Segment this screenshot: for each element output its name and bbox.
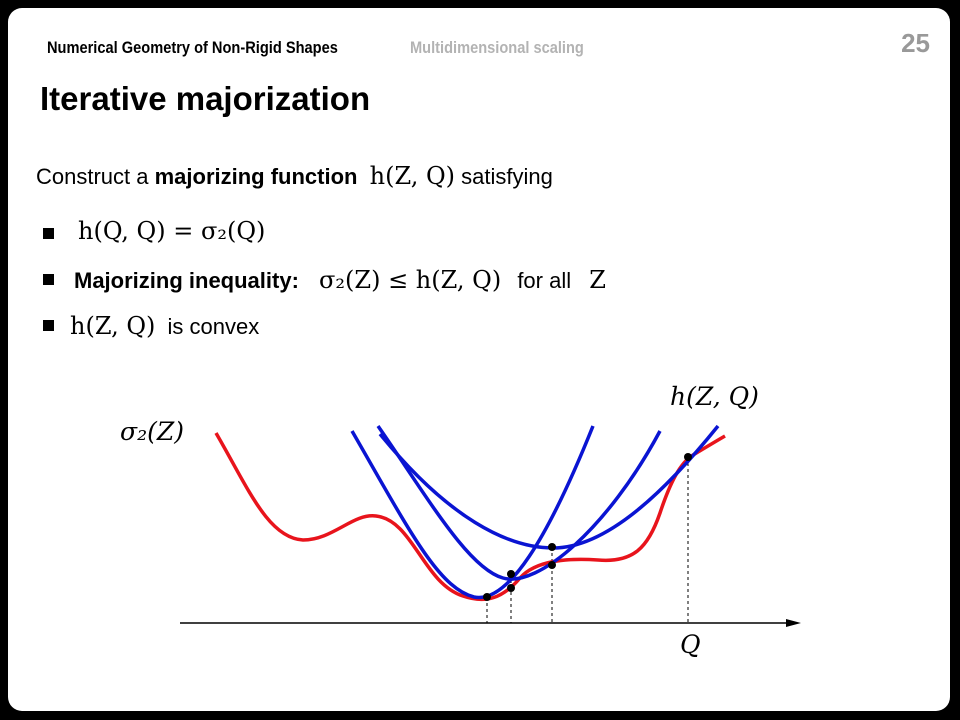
header-topic: Multidimensional scaling — [410, 38, 584, 57]
iterate-point — [684, 453, 692, 461]
axis-q-label: Q — [680, 630, 701, 659]
bullet-3-text: is convex — [167, 314, 260, 339]
majorizer-curve — [378, 424, 720, 550]
bullet-marker — [43, 228, 54, 239]
page-number: 25 — [901, 28, 930, 58]
bullet-2-bold: Majorizing inequality: — [74, 268, 299, 293]
bullet-marker — [43, 320, 54, 331]
majorizer-label: h(Z, Q) — [670, 382, 759, 411]
header-course-title: Numerical Geometry of Non-Rigid Shapes — [47, 38, 338, 57]
iterate-point — [548, 561, 556, 569]
intro-prefix: Construct a — [36, 164, 155, 189]
iterate-point — [483, 593, 491, 601]
iterate-point — [507, 570, 515, 578]
bullet-1: h(Q, Q) = σ₂(Q) — [78, 217, 265, 245]
bullet-3-math: h(Z, Q) — [70, 312, 156, 340]
iterate-point — [507, 584, 515, 592]
bullet-1-math: h(Q, Q) = σ₂(Q) — [78, 217, 266, 245]
majorization-figure: σ₂(Z) h(Z, Q) Q — [120, 382, 801, 659]
stress-curve — [214, 432, 726, 602]
majorizer-curve — [350, 425, 595, 600]
stress-label: σ₂(Z) — [120, 417, 184, 446]
intro-math: h(Z, Q) — [369, 162, 455, 190]
majorizer-curve — [376, 425, 662, 581]
axis-arrowhead — [786, 619, 801, 627]
intro-bold-term: majorizing function — [154, 164, 358, 189]
intro-suffix: satisfying — [461, 164, 553, 189]
bullet-2-text: for all — [517, 268, 572, 293]
bullet-2-math2: Z — [589, 266, 606, 294]
bullet-2: Majorizing inequality: σ₂(Z) ≤ h(Z, Q) f… — [74, 266, 606, 294]
bullet-3: h(Z, Q) is convex — [70, 312, 259, 340]
iterate-point — [548, 543, 556, 551]
slide: Numerical Geometry of Non-Rigid Shapes M… — [8, 8, 950, 711]
bullet-marker — [43, 274, 54, 285]
bullet-2-math: σ₂(Z) ≤ h(Z, Q) — [319, 266, 502, 294]
slide-title: Iterative majorization — [40, 80, 371, 117]
intro-line: Construct a majorizing function h(Z, Q) … — [36, 162, 553, 190]
